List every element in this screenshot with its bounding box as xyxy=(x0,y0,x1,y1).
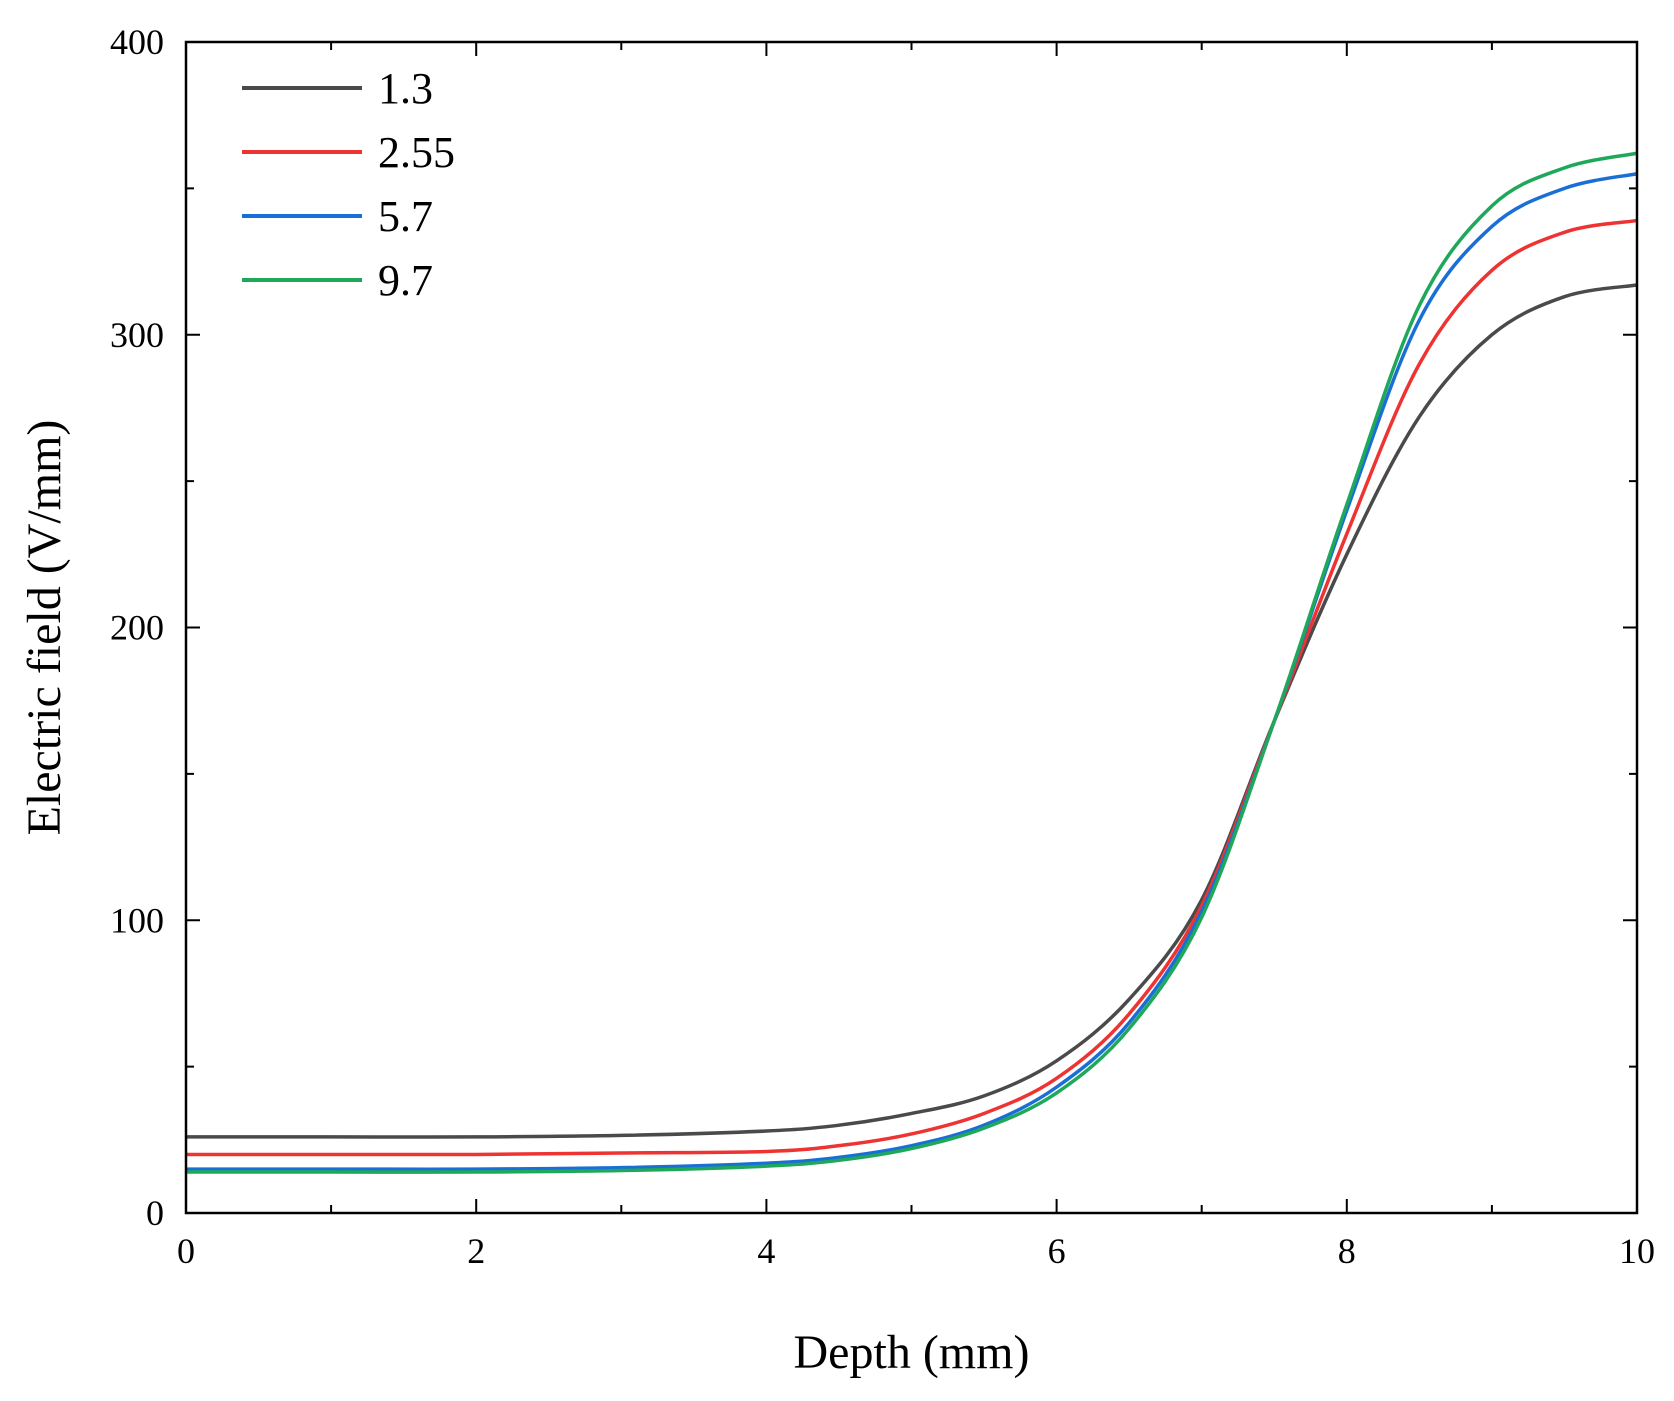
legend-label: 5.7 xyxy=(378,192,433,241)
y-axis-tick-labels: 0 100 200 300 400 xyxy=(110,22,164,1233)
x-tick-label: 2 xyxy=(467,1231,485,1271)
plot-frame xyxy=(184,40,1639,1215)
series-line-2.55 xyxy=(186,218,1638,1157)
x-axis-tick-labels: 0 2 4 6 8 10 xyxy=(177,1231,1655,1271)
y-tick-label: 200 xyxy=(110,608,164,648)
series-line-1.3 xyxy=(186,283,1638,1139)
x-tick-label: 10 xyxy=(1619,1231,1655,1271)
x-tick-label: 6 xyxy=(1048,1231,1066,1271)
y-tick-label: 0 xyxy=(146,1193,164,1233)
y-tick-label: 100 xyxy=(110,900,164,940)
legend-label: 1.3 xyxy=(378,64,433,113)
y-tick-label: 400 xyxy=(110,22,164,62)
y-tick-label: 300 xyxy=(110,315,164,355)
legend: 1.3 2.55 5.7 9.7 xyxy=(242,64,455,305)
legend-label: 9.7 xyxy=(378,256,433,305)
x-tick-label: 4 xyxy=(757,1231,775,1271)
series-lines xyxy=(185,151,1638,1174)
series-line-5.7 xyxy=(185,172,1638,1171)
x-tick-label: 0 xyxy=(177,1231,195,1271)
series-line-9.7 xyxy=(185,151,1638,1174)
y-axis-title: Electric field (V/mm) xyxy=(18,420,71,836)
x-axis-title: Depth (mm) xyxy=(794,1326,1030,1379)
x-tick-label: 8 xyxy=(1338,1231,1356,1271)
legend-label: 2.55 xyxy=(378,128,455,177)
